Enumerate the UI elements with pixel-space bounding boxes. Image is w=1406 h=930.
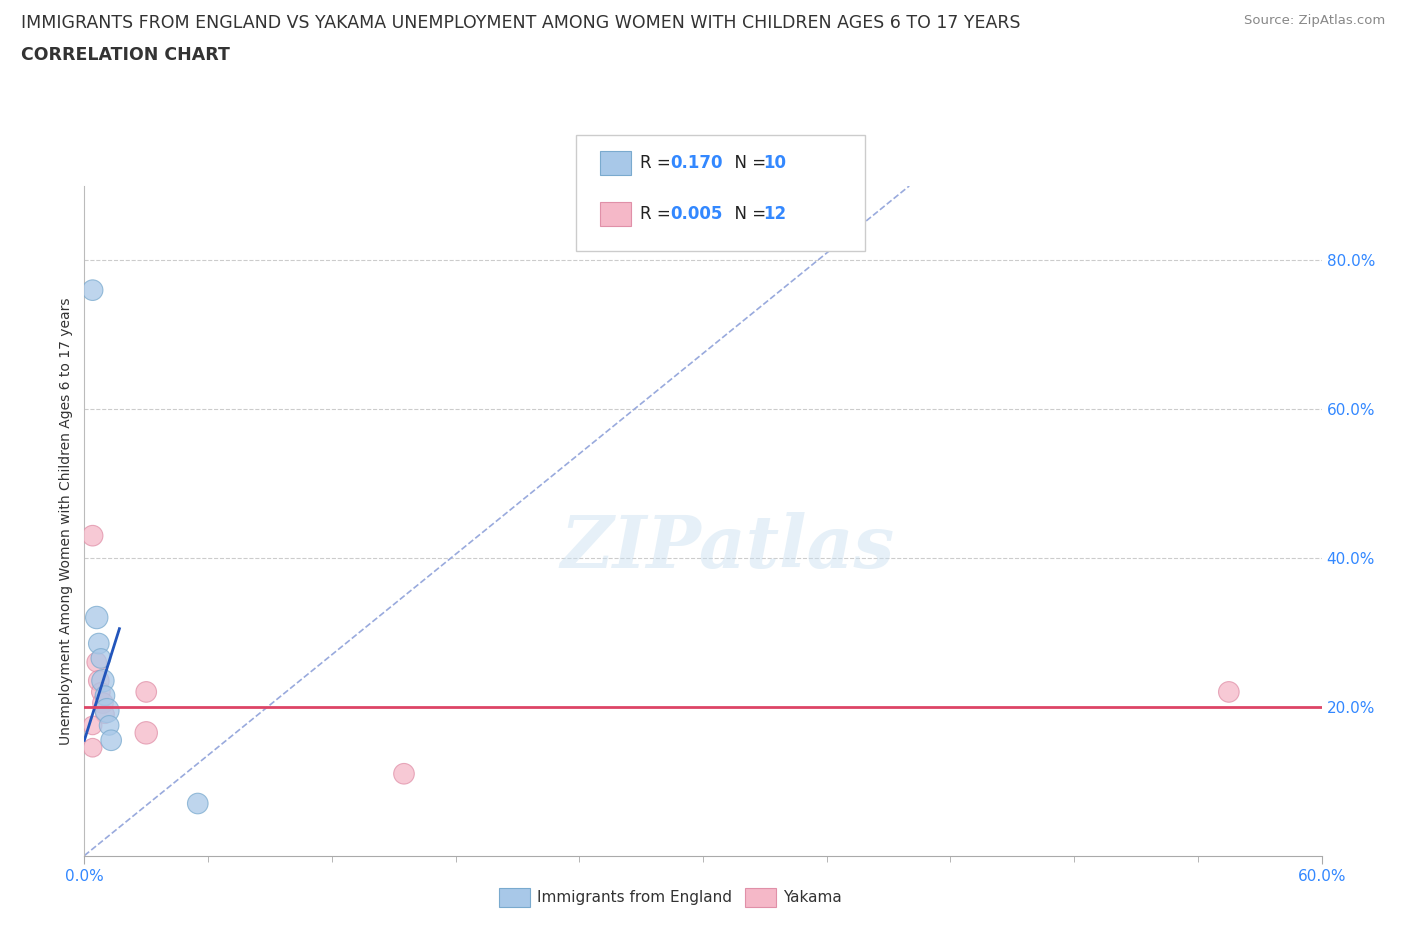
Text: ZIPatlas: ZIPatlas: [561, 512, 894, 583]
Point: [82, 740, 104, 755]
Point: [82, 528, 104, 543]
Text: Yakama: Yakama: [783, 890, 842, 905]
Point: [91, 696, 114, 711]
Point: [94, 707, 117, 722]
Text: R =: R =: [640, 153, 676, 172]
Point: [96, 703, 118, 718]
Text: IMMIGRANTS FROM ENGLAND VS YAKAMA UNEMPLOYMENT AMONG WOMEN WITH CHILDREN AGES 6 : IMMIGRANTS FROM ENGLAND VS YAKAMA UNEMPL…: [21, 14, 1021, 32]
Point: [98, 718, 121, 733]
Text: 0.170: 0.170: [671, 153, 723, 172]
Point: [82, 283, 104, 298]
Text: N =: N =: [724, 205, 772, 223]
Text: R =: R =: [640, 205, 676, 223]
Point: [392, 766, 415, 781]
Point: [86, 655, 108, 670]
Text: Immigrants from England: Immigrants from England: [537, 890, 733, 905]
Text: 0.005: 0.005: [671, 205, 723, 223]
Point: [94, 688, 117, 703]
Text: CORRELATION CHART: CORRELATION CHART: [21, 46, 231, 64]
Point: [187, 796, 209, 811]
Point: [135, 684, 157, 699]
Text: 12: 12: [763, 205, 786, 223]
Point: [135, 725, 157, 740]
Point: [87, 673, 110, 688]
Text: 10: 10: [763, 153, 786, 172]
Y-axis label: Unemployment Among Women with Children Ages 6 to 17 years: Unemployment Among Women with Children A…: [59, 297, 73, 745]
Point: [90, 684, 112, 699]
Text: Source: ZipAtlas.com: Source: ZipAtlas.com: [1244, 14, 1385, 27]
Point: [87, 636, 110, 651]
Point: [82, 718, 104, 733]
Point: [100, 733, 122, 748]
Point: [86, 610, 108, 625]
Point: [1218, 684, 1240, 699]
Point: [90, 651, 112, 666]
Point: [91, 673, 114, 688]
Text: N =: N =: [724, 153, 772, 172]
